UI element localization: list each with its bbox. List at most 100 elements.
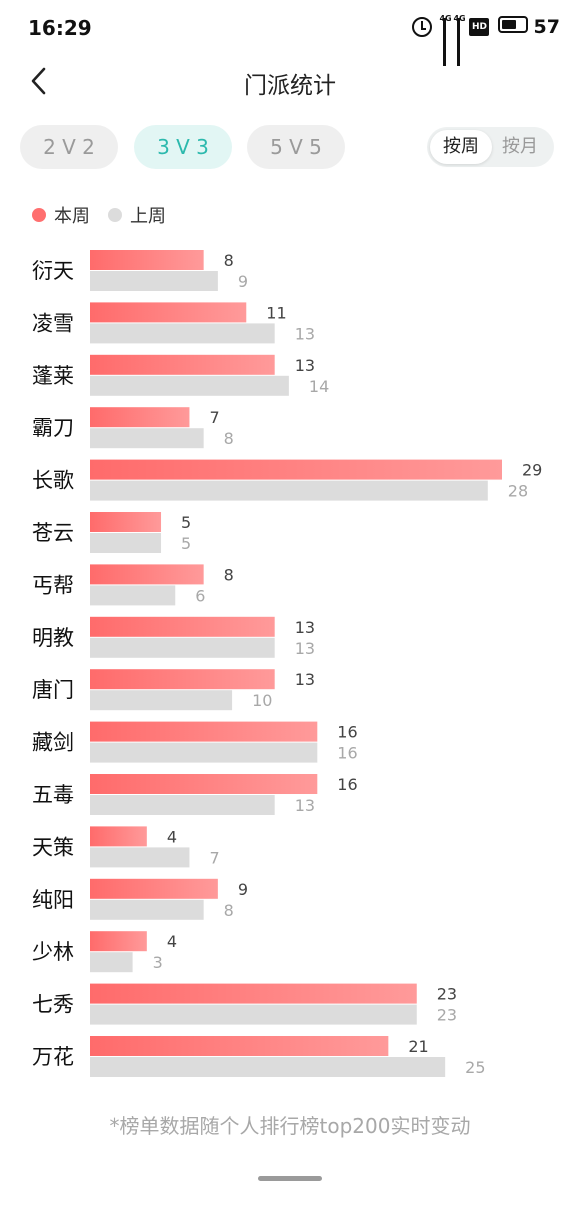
hd-voice-icon: HD: [469, 18, 490, 36]
data-label-current: 13: [295, 356, 315, 375]
bar-current: [90, 512, 162, 532]
data-label-previous: 6: [195, 586, 205, 605]
footnote: *榜单数据随个人排行榜top200实时变动: [109, 1114, 471, 1138]
bar-previous: [90, 690, 233, 711]
tab-3v3[interactable]: 3 V 3: [134, 125, 232, 169]
data-label-current: 11: [266, 303, 286, 322]
chevron-left-icon[interactable]: [28, 66, 50, 96]
data-label-previous: 13: [295, 796, 315, 815]
category-label: 七秀: [32, 993, 74, 1017]
legend-dot-previous: [108, 208, 122, 222]
period-monthly-option[interactable]: 按月: [502, 136, 538, 157]
bar-previous: [90, 742, 318, 763]
period-toggle: 按周 按月: [427, 127, 554, 167]
bar-current: [90, 669, 275, 690]
alarm-icon: [412, 17, 433, 37]
legend-label-previous: 上周: [130, 206, 166, 227]
data-label-previous: 8: [224, 429, 234, 448]
category-label: 万花: [32, 1045, 74, 1069]
bar-current: [90, 931, 147, 952]
period-weekly-option[interactable]: 按周: [430, 130, 492, 164]
data-label-previous: 13: [295, 639, 315, 658]
bar-previous: [90, 637, 275, 658]
data-label-current: 16: [337, 723, 357, 742]
bar-previous: [90, 847, 190, 868]
bar-current: [90, 983, 417, 1004]
bar-previous: [90, 271, 218, 291]
bar-current: [90, 616, 275, 637]
bar-previous: [90, 952, 133, 973]
network-type-label: 4G: [439, 14, 452, 23]
bar-previous: [90, 899, 204, 920]
data-label-current: 13: [295, 618, 315, 637]
page-title: 门派统计: [244, 73, 336, 99]
category-label: 五毒: [32, 783, 74, 807]
category-label: 长歌: [32, 469, 74, 493]
legend-item-previous: 上周: [108, 202, 166, 228]
bar-current: [90, 354, 275, 375]
legend-label-current: 本周: [54, 206, 90, 227]
bar-current: [90, 826, 147, 847]
data-label-current: 8: [224, 565, 234, 584]
bar-previous: [90, 1057, 446, 1077]
category-label: 凌雪: [32, 311, 74, 335]
data-label-current: 29: [522, 461, 542, 480]
signal-icon: 4G: [453, 14, 466, 66]
status-icons: 4G 4G HD 57: [412, 14, 560, 66]
bar-previous: [90, 428, 204, 449]
legend-dot-current: [32, 208, 46, 222]
data-label-current: 8: [224, 251, 234, 270]
home-indicator[interactable]: [258, 1176, 322, 1181]
bar-current: [90, 721, 318, 742]
chart-legend: 本周 上周: [32, 202, 184, 228]
data-label-previous: 28: [508, 482, 528, 501]
bar-current: [90, 459, 502, 480]
bar-previous: [90, 1004, 417, 1025]
battery-indicator: 57: [498, 16, 560, 38]
data-label-previous: 9: [238, 272, 248, 291]
category-label: 明教: [32, 626, 74, 650]
bar-previous: [90, 533, 162, 553]
data-label-current: 9: [238, 880, 248, 899]
signal-icon: 4G: [439, 14, 452, 66]
header: 门派统计: [0, 58, 580, 104]
bar-previous: [90, 323, 275, 344]
data-label-previous: 23: [437, 1006, 457, 1025]
status-time: 16:29: [28, 16, 92, 40]
network-type-label: 4G: [453, 14, 466, 23]
category-label: 天策: [32, 835, 74, 859]
data-label-previous: 25: [465, 1058, 485, 1077]
tab-2v2[interactable]: 2 V 2: [20, 125, 118, 169]
bar-current: [90, 774, 318, 794]
bar-current: [90, 564, 204, 585]
data-label-previous: 3: [153, 953, 163, 972]
data-label-previous: 16: [337, 744, 357, 763]
battery-icon: [498, 16, 529, 33]
data-label-current: 13: [295, 670, 315, 689]
category-label: 蓬莱: [32, 364, 74, 388]
category-label: 唐门: [32, 678, 74, 702]
bar-current: [90, 878, 218, 899]
tab-5v5[interactable]: 5 V 5: [247, 125, 345, 169]
data-label-current: 23: [437, 985, 457, 1004]
category-label: 纯阳: [32, 888, 74, 912]
category-label: 衍天: [32, 259, 74, 283]
bar-current: [90, 1036, 389, 1056]
bar-previous: [90, 375, 289, 396]
category-label: 霸刀: [32, 416, 74, 440]
data-label-current: 4: [167, 827, 177, 846]
category-label: 苍云: [32, 521, 74, 545]
data-label-current: 21: [408, 1037, 428, 1056]
data-label-previous: 8: [224, 901, 234, 920]
data-label-current: 4: [167, 932, 177, 951]
battery-level: 57: [533, 16, 560, 38]
bar-current: [90, 250, 204, 270]
data-label-previous: 5: [181, 534, 191, 553]
data-label-current: 16: [337, 775, 357, 794]
bar-previous: [90, 480, 488, 501]
bar-current: [90, 407, 190, 428]
bar-previous: [90, 795, 275, 815]
data-label-previous: 10: [252, 691, 272, 710]
status-bar: 16:29 4G 4G HD 57: [0, 0, 580, 66]
